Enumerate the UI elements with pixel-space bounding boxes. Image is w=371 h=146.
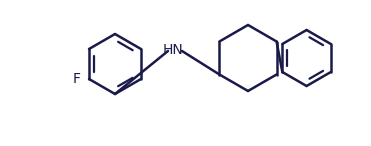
Text: HN: HN <box>162 43 183 57</box>
Text: F: F <box>73 72 81 86</box>
